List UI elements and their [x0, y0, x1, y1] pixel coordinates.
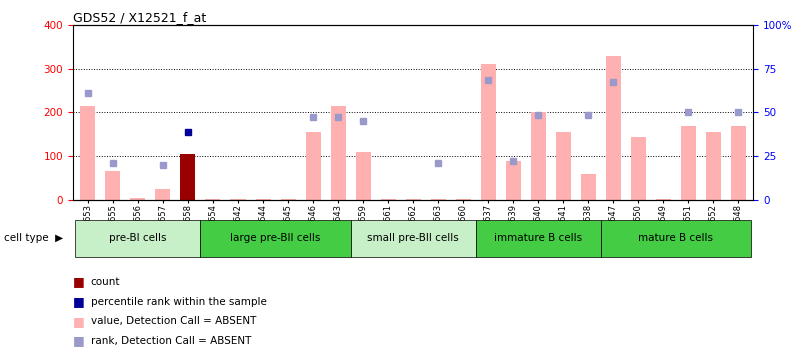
- Bar: [475, 220, 601, 257]
- Text: ■: ■: [73, 315, 85, 328]
- Bar: [330, 106, 346, 200]
- Bar: [581, 174, 595, 200]
- Bar: [505, 161, 521, 200]
- Bar: [556, 132, 571, 200]
- Bar: [531, 112, 546, 200]
- Bar: [231, 199, 245, 200]
- Bar: [601, 220, 751, 257]
- Bar: [280, 199, 296, 200]
- Bar: [631, 136, 646, 200]
- Bar: [305, 132, 321, 200]
- Bar: [356, 152, 370, 200]
- Bar: [406, 199, 420, 200]
- Text: cell type  ▶: cell type ▶: [4, 233, 63, 243]
- Bar: [206, 199, 220, 200]
- Text: ■: ■: [73, 295, 85, 308]
- Text: GDS52 / X12521_f_at: GDS52 / X12521_f_at: [73, 11, 207, 24]
- Text: count: count: [91, 277, 120, 287]
- Text: small pre-BII cells: small pre-BII cells: [367, 233, 459, 243]
- Bar: [156, 189, 170, 200]
- Bar: [80, 106, 96, 200]
- Bar: [201, 220, 351, 257]
- Bar: [351, 220, 475, 257]
- Bar: [455, 199, 471, 200]
- Text: pre-BI cells: pre-BI cells: [109, 233, 167, 243]
- Text: rank, Detection Call = ABSENT: rank, Detection Call = ABSENT: [91, 336, 251, 346]
- Text: ■: ■: [73, 335, 85, 347]
- Bar: [431, 199, 446, 200]
- Text: mature B cells: mature B cells: [638, 233, 714, 243]
- Bar: [381, 199, 395, 200]
- Text: value, Detection Call = ABSENT: value, Detection Call = ABSENT: [91, 316, 256, 326]
- Text: immature B cells: immature B cells: [494, 233, 582, 243]
- Bar: [731, 126, 746, 200]
- Bar: [130, 198, 146, 200]
- Bar: [606, 56, 620, 200]
- Bar: [656, 199, 671, 200]
- Bar: [680, 126, 696, 200]
- Text: percentile rank within the sample: percentile rank within the sample: [91, 297, 266, 307]
- Bar: [181, 154, 195, 200]
- Bar: [75, 220, 201, 257]
- Bar: [480, 64, 496, 200]
- Text: large pre-BII cells: large pre-BII cells: [230, 233, 321, 243]
- Bar: [255, 199, 271, 200]
- Text: ■: ■: [73, 276, 85, 288]
- Bar: [105, 171, 121, 200]
- Bar: [706, 132, 721, 200]
